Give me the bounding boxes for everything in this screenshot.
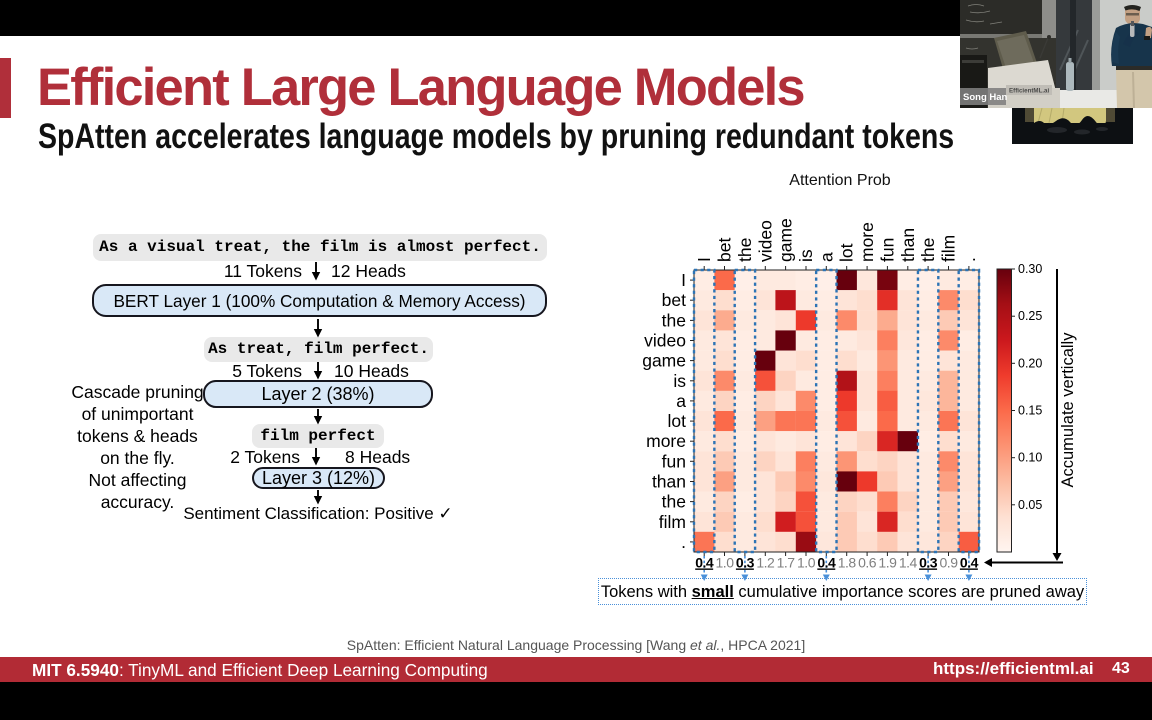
- svg-text:0.20: 0.20: [1018, 356, 1042, 370]
- svg-text:than: than: [898, 228, 918, 262]
- svg-text:Accumulate vertically: Accumulate vertically: [1059, 332, 1077, 488]
- svg-text:fun: fun: [877, 238, 897, 262]
- svg-text:EfficientML.ai: EfficientML.ai: [1009, 88, 1050, 95]
- svg-text:I: I: [681, 270, 686, 290]
- svg-text:a: a: [816, 252, 836, 262]
- svg-text:lot: lot: [668, 411, 687, 431]
- svg-text:more: more: [857, 222, 877, 262]
- svg-text:1.2: 1.2: [756, 554, 775, 570]
- svg-text:0.10: 0.10: [1018, 451, 1042, 465]
- svg-text:the: the: [735, 238, 755, 262]
- svg-text:0.15: 0.15: [1018, 404, 1042, 418]
- svg-text:more: more: [646, 431, 686, 451]
- svg-text:fun: fun: [662, 451, 686, 471]
- svg-text:film: film: [939, 235, 959, 262]
- svg-text:the: the: [918, 238, 938, 262]
- svg-text:1.9: 1.9: [878, 554, 897, 570]
- svg-text:0.05: 0.05: [1018, 498, 1042, 512]
- svg-text:the: the: [662, 492, 686, 512]
- svg-text:video: video: [644, 331, 686, 351]
- svg-text:1.0: 1.0: [716, 554, 735, 570]
- svg-text:1.0: 1.0: [797, 554, 816, 570]
- svg-text:0.3: 0.3: [919, 554, 938, 570]
- svg-text:0.4: 0.4: [960, 554, 979, 570]
- svg-text:0.30: 0.30: [1018, 262, 1042, 276]
- svg-text:.: .: [681, 532, 686, 552]
- svg-text:the: the: [662, 310, 686, 330]
- svg-text:1.7: 1.7: [777, 554, 796, 570]
- svg-text:than: than: [652, 472, 686, 492]
- svg-text:0.4: 0.4: [817, 554, 836, 570]
- svg-text:0.3: 0.3: [736, 554, 755, 570]
- svg-text:0.6: 0.6: [858, 554, 877, 570]
- svg-text:is: is: [796, 249, 816, 262]
- svg-text:video: video: [755, 220, 775, 262]
- svg-text:film: film: [659, 512, 686, 532]
- svg-text:0.9: 0.9: [940, 554, 959, 570]
- svg-text:.: .: [959, 257, 979, 262]
- svg-text:Song Han: Song Han: [963, 92, 1008, 103]
- svg-text:0.25: 0.25: [1018, 309, 1042, 323]
- svg-text:bet: bet: [662, 290, 686, 310]
- svg-text:0.4: 0.4: [695, 554, 714, 570]
- svg-text:is: is: [673, 371, 686, 391]
- svg-text:bet: bet: [715, 238, 735, 262]
- svg-text:1.4: 1.4: [899, 554, 918, 570]
- svg-text:I: I: [694, 257, 714, 262]
- svg-text:1.8: 1.8: [838, 554, 857, 570]
- svg-text:game: game: [776, 218, 796, 262]
- svg-text:game: game: [642, 351, 686, 371]
- svg-text:lot: lot: [837, 243, 857, 262]
- svg-text:a: a: [676, 391, 686, 411]
